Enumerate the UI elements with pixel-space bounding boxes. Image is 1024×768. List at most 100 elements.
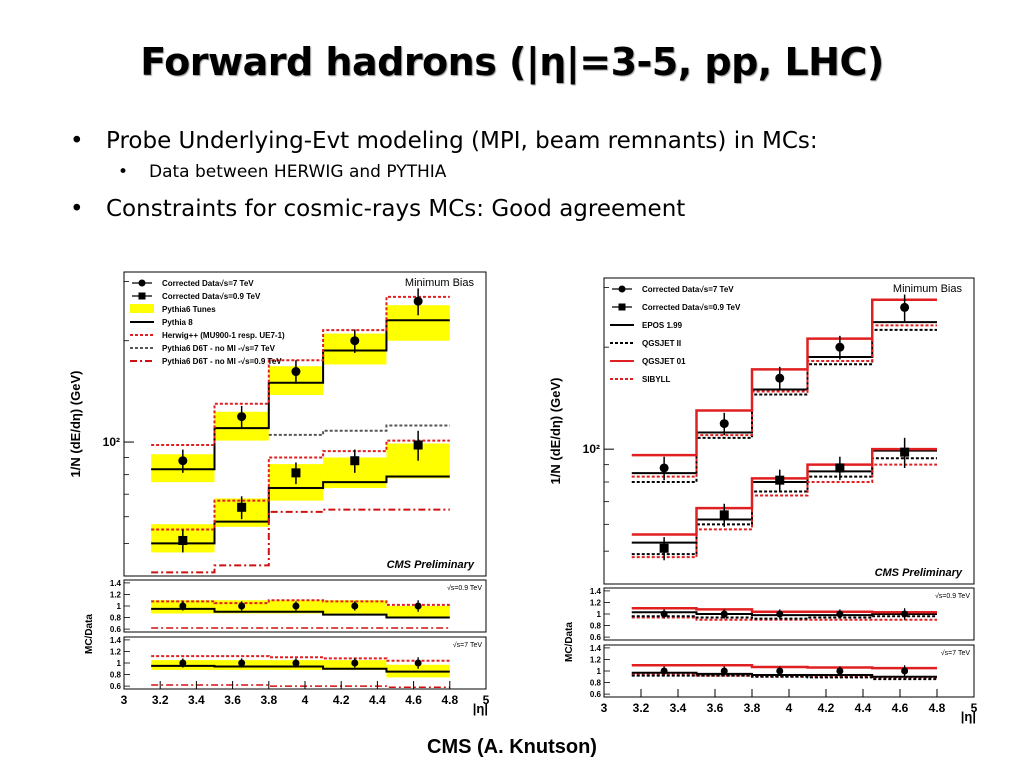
data-point-7tev	[291, 367, 301, 377]
ratio-y-tick-label: 1.2	[590, 655, 602, 664]
legend-label: SIBYLL	[642, 375, 671, 384]
ratio09-data-point	[720, 610, 728, 618]
mc-line-09tev	[151, 439, 450, 531]
ratio-y-tick-label: 0.6	[590, 690, 602, 699]
ratio-y-tick-label: 1.2	[590, 598, 602, 607]
data-point-09tev	[178, 535, 188, 545]
legend-label: Corrected Data√s=0.9 TeV	[162, 292, 261, 301]
data-point-7tev	[237, 412, 247, 422]
ratio09-pythia8-line	[151, 607, 450, 619]
ratio-panel-label: √s=0.9 TeV	[447, 584, 482, 592]
ratio09-data-point	[414, 602, 422, 610]
ratio-y-tick-label: 0.8	[590, 679, 602, 688]
chart-left-svg: 1/N (dE/dη) (GeV) 10² Minimum Bias CMS Prel…	[68, 271, 490, 716]
x-tick-label: 4.6	[405, 693, 422, 707]
mc-line-7tev	[631, 324, 937, 478]
ratio-y-tick-label: 1.4	[110, 636, 122, 645]
ratio09-data-point	[901, 610, 909, 618]
ratio7-herwig-line	[151, 655, 450, 662]
mc-line-7tev	[151, 295, 450, 446]
legend-marker	[618, 303, 626, 311]
legend-marker	[618, 285, 626, 293]
ratio7-data-point	[414, 659, 422, 667]
x-tick-label: 3	[121, 693, 128, 707]
data-point-7tev	[835, 342, 845, 352]
ratio7-data-point	[292, 659, 300, 667]
ratio-y-tick-label: 0.8	[110, 614, 122, 623]
data-point-09tev	[350, 456, 360, 466]
ratio-panel-label: √s=0.9 TeV	[935, 592, 970, 600]
bullet-text: Constraints for cosmic-rays MCs: Good ag…	[106, 196, 686, 222]
ratio-y-tick-label: 1.2	[110, 590, 122, 599]
watermark-label: CMS Preliminary	[387, 559, 475, 571]
bullet-dot-icon: •	[70, 128, 84, 154]
legend-label: Pythia6 D6T - no MI -√s=0.9 TeV	[162, 357, 282, 366]
ratio09-data-point	[660, 610, 668, 618]
main-frame	[603, 277, 975, 585]
legend-label: Corrected Data√s=0.9 TeV	[642, 303, 741, 312]
legend-label: QGSJET 01	[642, 357, 686, 366]
ratio7-pythia8-line	[151, 664, 450, 673]
watermark-label: CMS Preliminary	[875, 567, 963, 579]
data-point-7tev	[775, 373, 785, 383]
ratio-y-tick-label: 0.8	[590, 622, 602, 631]
legend-swatch	[130, 304, 154, 313]
x-tick-label: 4.4	[369, 693, 386, 707]
slide-caption: CMS (A. Knutson)	[427, 736, 597, 758]
ratio7-data-point	[836, 667, 844, 675]
bullet-dot-icon: •	[70, 196, 84, 222]
legend-label: Pythia6 D6T - no MI -√s=7 TeV	[162, 344, 276, 353]
data-point-09tev	[659, 543, 669, 553]
ratio09-qgsjet01-line	[631, 606, 937, 614]
ratio-y-tick-label: 1.4	[590, 644, 602, 653]
data-point-7tev	[719, 419, 729, 429]
x-tick-label: 3.6	[224, 693, 241, 707]
ratio-y-tick-label: 0.6	[110, 682, 122, 691]
main-frame	[123, 271, 487, 577]
chart-left-pythia-herwig: 1/N (dE/dη) (GeV) 10² Minimum Bias CMS Prel…	[66, 262, 496, 716]
slide-title: Forward hadrons (|η|=3-5, pp, LHC)	[140, 40, 884, 84]
ratio7-data-point	[351, 659, 359, 667]
data-point-7tev	[350, 336, 360, 346]
x-tick-label: 3	[601, 701, 608, 715]
x-tick-label: 4.8	[441, 693, 458, 707]
data-point-7tev	[659, 463, 669, 473]
y-tick-label: 10²	[103, 435, 120, 449]
data-point-09tev	[835, 463, 845, 473]
ratio09-data-point	[292, 602, 300, 610]
legend-label: Herwig++ (MU900-1 resp. UE7-1)	[162, 331, 285, 340]
data-point-09tev	[900, 447, 910, 457]
legend-label: QGSJET II	[642, 339, 681, 348]
x-tick-label: 4.4	[855, 701, 872, 715]
x-tick-label: 3.6	[707, 701, 724, 715]
x-axis-label: |η|	[961, 709, 976, 724]
mc-line-09tev	[151, 475, 450, 545]
x-tick-label: 5	[971, 701, 978, 715]
ratio7-data-point	[179, 659, 187, 667]
x-tick-label: 5	[483, 693, 490, 707]
x-tick-label: 4.2	[333, 693, 350, 707]
data-point-7tev	[900, 302, 910, 312]
bullet-text: Probe Underlying-Evt modeling (MPI, beam…	[106, 128, 818, 154]
mc-line-09tev	[151, 508, 450, 574]
ratio-y-tick-label: 1	[117, 659, 122, 668]
data-point-09tev	[413, 440, 423, 450]
x-tick-label: 4.2	[818, 701, 835, 715]
x-tick-label: 3.8	[260, 693, 277, 707]
bullet-item: • Probe Underlying-Evt modeling (MPI, be…	[68, 128, 818, 154]
ratio7-data-point	[720, 667, 728, 675]
legend-label: Corrected Data√s=7 TeV	[162, 279, 254, 288]
bullet-list: • Probe Underlying-Evt modeling (MPI, be…	[68, 128, 818, 230]
ratio-y-tick-label: 1.2	[110, 647, 122, 656]
ratio7-data-point	[901, 667, 909, 675]
mc-line-7tev	[268, 424, 450, 436]
data-point-09tev	[291, 468, 301, 478]
x-tick-label: 4.6	[892, 701, 909, 715]
sub-bullet-text: Data between HERWIG and PYTHIA	[149, 162, 447, 182]
x-tick-label: 4	[786, 701, 793, 715]
ratio-y-tick-label: 1	[597, 667, 602, 676]
chart-right-cosmic-mcs: 1/N (dE/dη) (GeV) 10² Minimum Bias CMS Prel…	[546, 268, 984, 724]
ratio-y-tick-label: 1	[597, 610, 602, 619]
legend-marker	[138, 279, 146, 287]
y-axis-label: 1/N (dE/dη) (GeV)	[68, 371, 83, 478]
